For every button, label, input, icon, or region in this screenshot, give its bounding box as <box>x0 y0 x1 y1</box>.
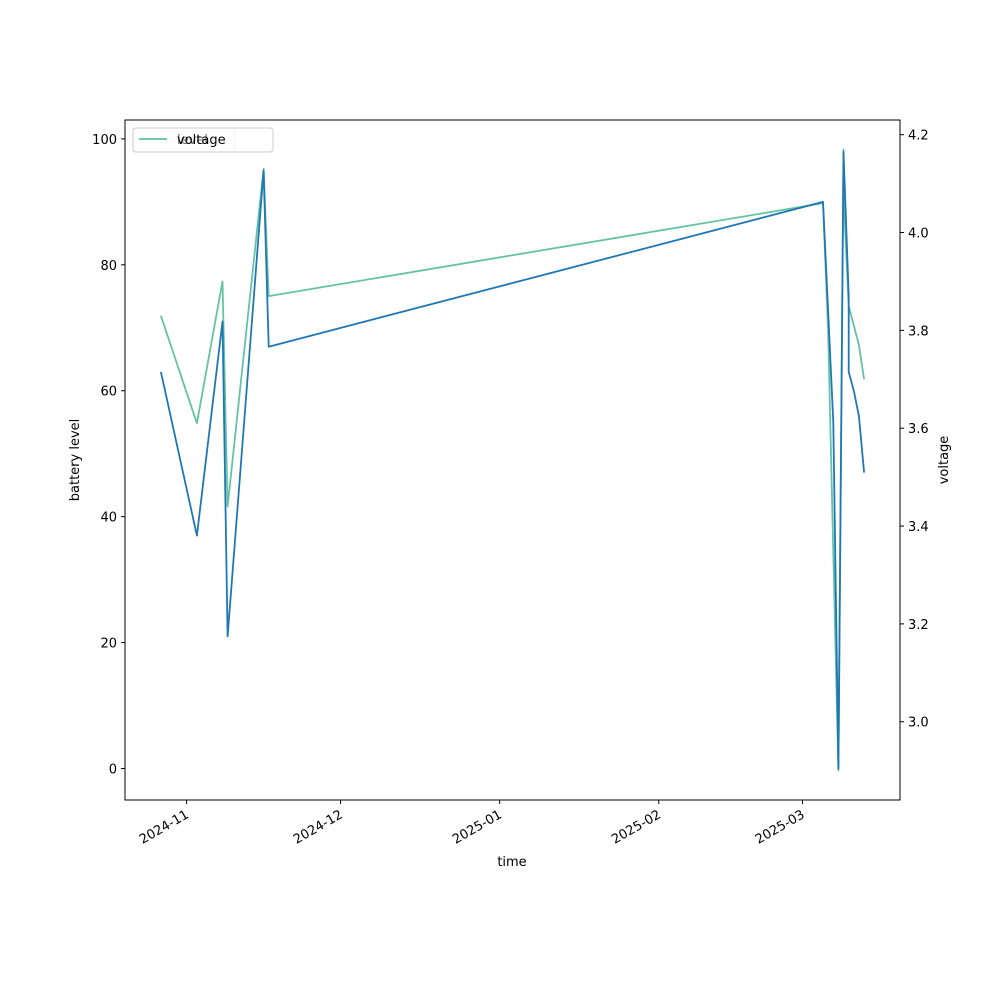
axes: 0 20 40 60 80 100 3.0 3.2 3.4 3.6 3.8 4.0 4.2 2024-11… <box>92 119 929 848</box>
y2-tick-label: 3.8 <box>908 324 929 339</box>
y2-tick-label: 3.0 <box>908 716 929 731</box>
legend: levelvoltagelevel <box>132 127 274 153</box>
x-tick-label: 2025-01 <box>450 807 505 847</box>
y-axis-label: battery level <box>68 419 83 502</box>
legend-label-level-ghost: level <box>177 133 208 148</box>
y-tick-label: 100 <box>92 133 117 148</box>
y-tick-label: 20 <box>100 637 117 652</box>
y-tick-label: 80 <box>100 259 117 274</box>
x-axis-label: time <box>497 855 526 870</box>
y2-tick-label: 3.2 <box>908 618 929 633</box>
y2-tick-label: 4.2 <box>908 129 929 144</box>
series-line-level <box>160 150 865 770</box>
x-tick-label: 2025-02 <box>609 807 664 847</box>
x-tick-label: 2024-12 <box>291 807 346 847</box>
x-tick-label: 2025-03 <box>753 807 808 847</box>
y2-tick-label: 4.0 <box>908 227 929 242</box>
y-tick-label: 40 <box>100 511 117 526</box>
plot-area <box>160 148 865 772</box>
y2-tick-label: 3.4 <box>908 520 929 535</box>
x-tick-label: 2024-11 <box>137 807 192 847</box>
y2-axis-label: voltage <box>937 436 952 485</box>
plot-frame <box>124 119 901 801</box>
y-tick-label: 0 <box>109 763 117 778</box>
legend-label-voltage: voltage <box>177 133 226 148</box>
y2-tick-label: 3.6 <box>908 422 929 437</box>
y-tick-label: 60 <box>100 385 117 400</box>
legend-box-right <box>132 127 274 153</box>
series-line-voltage <box>160 148 865 772</box>
